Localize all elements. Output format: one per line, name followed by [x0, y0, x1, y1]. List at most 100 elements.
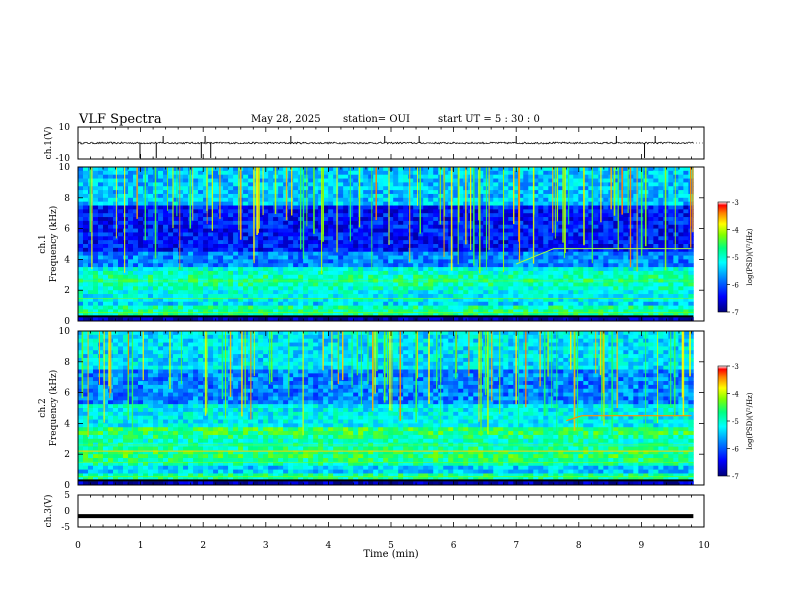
spectrogram-cell	[478, 290, 484, 295]
spectrogram-cell	[663, 305, 669, 310]
spectrogram-cell	[503, 186, 509, 191]
spectrogram-cell	[163, 232, 169, 237]
spectrogram-cell	[113, 282, 119, 287]
spectrogram-cell	[108, 232, 114, 237]
spectrogram-cell	[88, 236, 94, 241]
spectrogram-cell	[403, 178, 409, 183]
spectrogram-cell	[153, 297, 159, 303]
spectrogram-cell	[378, 270, 384, 276]
spectrogram-cell	[393, 182, 399, 187]
spectrogram-cell	[413, 186, 419, 191]
spectrogram-cell	[478, 309, 484, 314]
spectrogram-cell	[223, 201, 229, 206]
spectrogram-cell	[198, 267, 204, 272]
spectrogram-cell	[193, 259, 199, 264]
spectrogram-cell	[478, 317, 484, 321]
spectrogram-cell	[303, 282, 309, 287]
spectrogram-cell	[563, 240, 569, 245]
spectrogram-cell	[458, 309, 464, 314]
spectrogram-cell	[148, 240, 154, 245]
spectrogram-cell	[358, 297, 364, 303]
spectrogram-cell	[668, 182, 674, 187]
spectrogram-cell	[283, 270, 289, 276]
spectrogram-cell	[248, 220, 254, 226]
spectrogram-cell	[403, 274, 409, 280]
spectrogram-cell	[593, 309, 599, 314]
spectrogram-cell	[558, 240, 564, 245]
spectrogram-cell	[593, 186, 599, 191]
spectrogram-cell	[233, 190, 239, 195]
spectrogram-cell	[463, 301, 469, 306]
spectrogram-cell	[683, 267, 689, 272]
spectrogram-cell	[393, 255, 399, 260]
spectrogram-cell	[373, 297, 379, 303]
spectrogram-cell	[93, 317, 99, 321]
spectrogram-cell	[243, 193, 249, 199]
spectrogram-cell	[183, 301, 189, 306]
spectrogram-cell	[278, 167, 284, 172]
spectrogram-cell	[338, 282, 344, 287]
spectrogram-cell	[583, 205, 589, 210]
spectrogram-cell	[653, 178, 659, 183]
spectrogram-cell	[623, 274, 629, 280]
spectrogram-cell	[303, 259, 309, 264]
spectrogram-cell	[343, 213, 349, 218]
spectrogram-cell	[573, 317, 579, 321]
spectrogram-cell	[368, 270, 374, 276]
spectrogram-cell	[478, 190, 484, 195]
spectrogram-cell	[233, 201, 239, 206]
spectrogram-cell	[173, 317, 179, 321]
spectrogram-cell	[568, 205, 574, 210]
spectrogram-cell	[598, 220, 604, 226]
spectrogram-cell	[108, 259, 114, 264]
spectrogram-cell	[308, 182, 314, 187]
spectrogram-cell	[513, 309, 519, 314]
spectrogram-cell	[588, 220, 594, 226]
spectrogram-cell	[343, 244, 349, 249]
spectrogram-cell	[303, 197, 309, 203]
spectrogram-cell	[163, 290, 169, 295]
spectrogram-cell	[128, 301, 134, 306]
spectrogram-cell	[578, 213, 584, 218]
spectrogram-cell	[313, 217, 319, 222]
spectrogram-cell	[463, 270, 469, 276]
spectrogram-cell	[623, 244, 629, 249]
spectrogram-cell	[178, 201, 184, 206]
spectrogram-cell	[673, 186, 679, 191]
spectrogram-cell	[403, 282, 409, 287]
spectrogram-cell	[613, 205, 619, 210]
spectrogram-cell	[588, 186, 594, 191]
spectrogram-cell	[548, 294, 554, 299]
spectrogram-cell	[413, 201, 419, 206]
spectrogram-cell	[338, 305, 344, 310]
spectrogram-cell	[308, 193, 314, 199]
spectrogram-cell	[513, 255, 519, 260]
spectrogram-cell	[218, 170, 224, 176]
spectrogram-cell	[253, 309, 259, 314]
spectrogram-cell	[363, 263, 369, 268]
spectrogram-cell	[328, 240, 334, 245]
spectrogram-cell	[183, 178, 189, 183]
spectrogram-cell	[118, 190, 124, 195]
spectrogram-cell	[103, 167, 109, 172]
spectrogram-cell	[133, 259, 139, 264]
spectrogram-cell	[598, 228, 604, 233]
spectrogram-cell	[263, 232, 269, 237]
spectrogram-cell	[108, 193, 114, 199]
spectrogram-cell	[148, 186, 154, 191]
spectrogram-cell	[458, 174, 464, 179]
spectrogram-cell	[438, 178, 444, 183]
spectrogram-cell	[378, 201, 384, 206]
spectrogram-cell	[323, 267, 329, 272]
spectrogram-cell	[263, 286, 269, 291]
spectrogram-cell	[183, 209, 189, 214]
spectrogram-cell	[683, 205, 689, 210]
spectrogram-cell	[648, 263, 654, 268]
spectrogram-cell	[123, 193, 129, 199]
spectrogram-cell	[178, 167, 184, 172]
spectrogram-cell	[518, 232, 524, 237]
spectrogram-cell	[208, 182, 214, 187]
spectrogram-cell	[148, 178, 154, 183]
spectrogram-cell	[538, 267, 544, 272]
spectrogram-cell	[103, 201, 109, 206]
